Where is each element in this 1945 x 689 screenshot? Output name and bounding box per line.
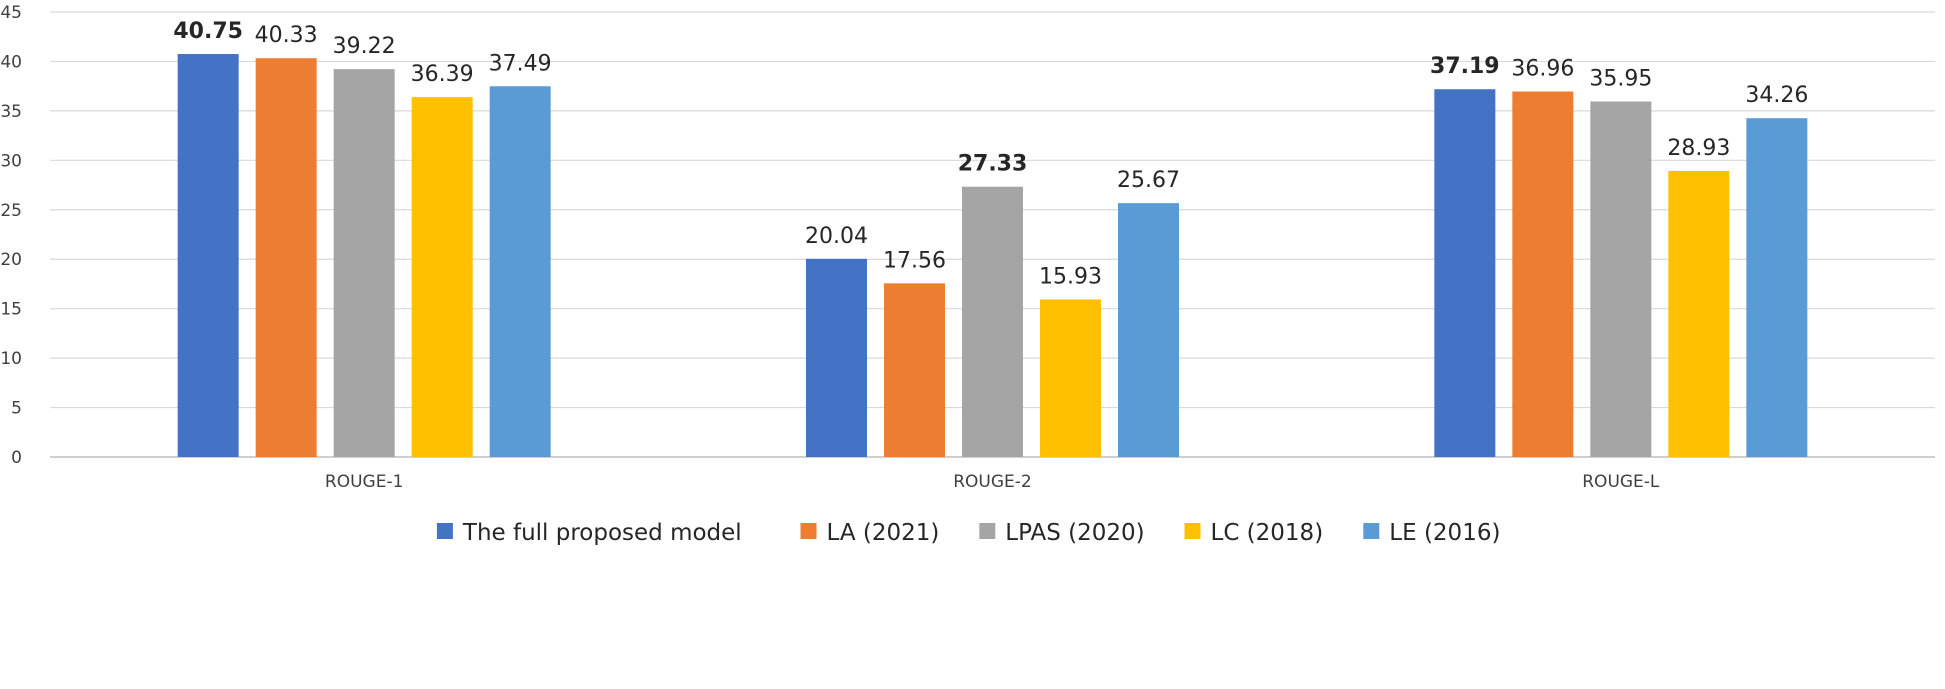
legend-label: LPAS (2020) [1005, 520, 1144, 546]
y-tick-label: 10 [0, 349, 22, 369]
legend-swatch [1363, 523, 1380, 539]
y-tick-label: 30 [0, 151, 22, 171]
bar-rouge-2-series-0 [806, 258, 867, 457]
bar-rouge-2-series-4 [1118, 203, 1179, 457]
bar-rouge-1-series-0 [177, 54, 239, 458]
bar-rouge-l-series-0 [1434, 89, 1496, 457]
category-label: ROUGE-L [1582, 472, 1660, 492]
bars [177, 54, 1808, 458]
legend-label: LC (2018) [1211, 520, 1324, 546]
legend-swatch [436, 523, 453, 539]
y-tick-label: 35 [0, 102, 22, 122]
bar-rouge-2-series-1 [884, 283, 945, 457]
bar-rouge-2-series-3 [1040, 299, 1101, 457]
y-tick-label: 20 [0, 250, 22, 270]
legend-label: LE (2016) [1389, 520, 1500, 546]
legend-label: The full proposed model [462, 520, 742, 546]
bar-rouge-1-series-1 [255, 58, 317, 457]
data-label: 36.96 [1511, 57, 1574, 82]
x-axis-category-labels: ROUGE-1 ROUGE-2 ROUGE-L [325, 472, 1660, 492]
y-tick-label: 25 [0, 201, 22, 221]
data-label: 20.04 [805, 224, 868, 249]
y-tick-label: 5 [11, 399, 22, 419]
legend: The full proposed model LA (2021) LPAS (20… [436, 520, 1500, 546]
data-label: 37.19 [1430, 54, 1500, 79]
bar-rouge-2-series-2 [962, 186, 1023, 457]
bar-rouge-l-series-2 [1590, 101, 1652, 457]
y-axis-tick-labels: 0 5 10 15 20 25 30 35 40 45 [0, 3, 22, 468]
bar-rouge-l-series-3 [1668, 170, 1730, 458]
data-label: 27.33 [958, 152, 1028, 177]
data-label: 28.93 [1667, 136, 1730, 161]
data-label: 25.67 [1117, 168, 1180, 193]
data-label: 34.26 [1745, 83, 1808, 108]
y-tick-label: 40 [0, 52, 22, 72]
category-label: ROUGE-1 [325, 472, 404, 492]
legend-swatch [800, 523, 817, 539]
data-label: 40.75 [173, 19, 243, 44]
y-tick-label: 45 [0, 3, 22, 23]
legend-swatch [1184, 523, 1201, 539]
data-label: 17.56 [883, 248, 946, 273]
data-label: 36.39 [411, 62, 474, 87]
data-label: 39.22 [333, 34, 396, 59]
data-labels: 40.75 40.33 39.22 36.39 37.49 20.04 17.56 27.33… [173, 19, 1808, 289]
category-label: ROUGE-2 [953, 472, 1032, 492]
data-label: 40.33 [255, 23, 318, 48]
bar-rouge-l-series-1 [1512, 91, 1574, 458]
data-label: 37.49 [489, 51, 552, 76]
bar-rouge-1-series-3 [411, 97, 473, 457]
bar-rouge-1-series-2 [333, 69, 395, 457]
y-tick-label: 0 [11, 448, 22, 468]
legend-label: LA (2021) [827, 520, 940, 546]
data-label: 15.93 [1039, 264, 1102, 289]
y-tick-label: 15 [0, 300, 22, 320]
legend-swatch [979, 523, 996, 539]
data-label: 35.95 [1589, 66, 1652, 91]
bar-rouge-l-series-4 [1746, 118, 1808, 457]
bar-rouge-1-series-4 [489, 86, 551, 457]
